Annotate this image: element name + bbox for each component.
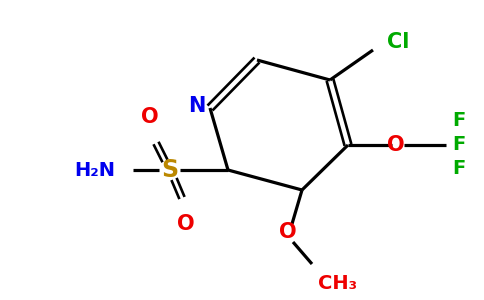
Text: O: O	[177, 214, 195, 234]
Text: F: F	[452, 160, 465, 178]
Text: F: F	[452, 112, 465, 130]
Text: CH₃: CH₃	[318, 274, 357, 293]
Text: F: F	[452, 136, 465, 154]
Text: N: N	[189, 96, 206, 116]
Text: Cl: Cl	[387, 32, 409, 52]
Text: O: O	[387, 135, 405, 155]
Text: O: O	[141, 107, 159, 127]
Text: O: O	[279, 222, 297, 242]
Text: S: S	[162, 158, 179, 182]
Text: H₂N: H₂N	[74, 160, 115, 179]
